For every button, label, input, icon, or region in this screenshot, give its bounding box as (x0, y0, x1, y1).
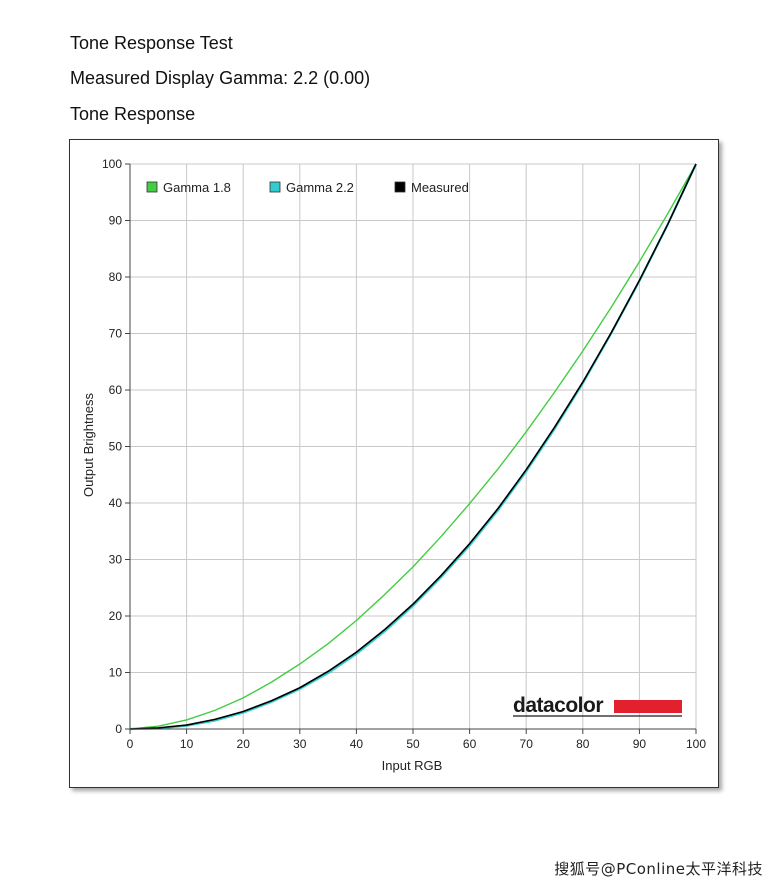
legend-label-gamma-1-8: Gamma 1.8 (163, 180, 231, 195)
y-axis-label: Output Brightness (81, 392, 96, 497)
y-tick-label: 90 (109, 214, 123, 228)
y-tick-label: 30 (109, 553, 123, 567)
y-tick-label: 100 (102, 157, 122, 171)
series-line-gamma-1-8 (129, 163, 697, 730)
section-label: Tone Response (70, 104, 196, 124)
x-tick-label: 20 (237, 737, 251, 751)
y-tick-label: 10 (109, 666, 123, 680)
x-tick-label: 60 (463, 737, 477, 751)
x-tick-label: 40 (350, 737, 364, 751)
x-tick-label: 70 (520, 737, 534, 751)
x-tick-label: 90 (633, 737, 647, 751)
series-line-measured (129, 163, 697, 730)
report-title: Tone Response Test (70, 33, 233, 53)
x-tick-label: 100 (686, 737, 706, 751)
legend-swatch-measured (394, 181, 406, 193)
datacolor-logo-bar (614, 700, 682, 713)
x-axis-label: Input RGB (382, 758, 443, 773)
y-tick-label: 70 (109, 327, 123, 341)
legend-label-measured: Measured (411, 180, 469, 195)
x-tick-label: 50 (406, 737, 420, 751)
measured-gamma-text: Measured Display Gamma: 2.2 (0.00) (70, 68, 371, 88)
y-tick-label: 60 (109, 383, 123, 397)
y-tick-label: 20 (109, 609, 123, 623)
tone-response-chart: 0 10 20 30 40 50 60 70 80 90 100 0 10 20 30 40 50 60 70 80 9… (81, 157, 706, 773)
legend-label-gamma-2-2: Gamma 2.2 (286, 180, 354, 195)
legend-swatch-gamma-1-8 (146, 181, 158, 193)
y-tick-label: 80 (109, 270, 123, 284)
y-tick-label: 0 (115, 722, 122, 736)
x-tick-label: 30 (293, 737, 307, 751)
x-tick-label: 10 (180, 737, 194, 751)
y-tick-label: 40 (109, 496, 123, 510)
y-tick-label: 50 (109, 440, 123, 454)
x-tick-label: 80 (576, 737, 590, 751)
x-tick-label: 0 (127, 737, 134, 751)
chart-frame: 0 10 20 30 40 50 60 70 80 90 100 0 10 20 30 40 50 60 70 80 9… (69, 139, 719, 788)
legend-swatch-gamma-2-2 (269, 181, 281, 193)
datacolor-logo-text: datacolor (513, 694, 603, 717)
watermark-text: 搜狐号@PConline太平洋科技 (554, 860, 763, 878)
